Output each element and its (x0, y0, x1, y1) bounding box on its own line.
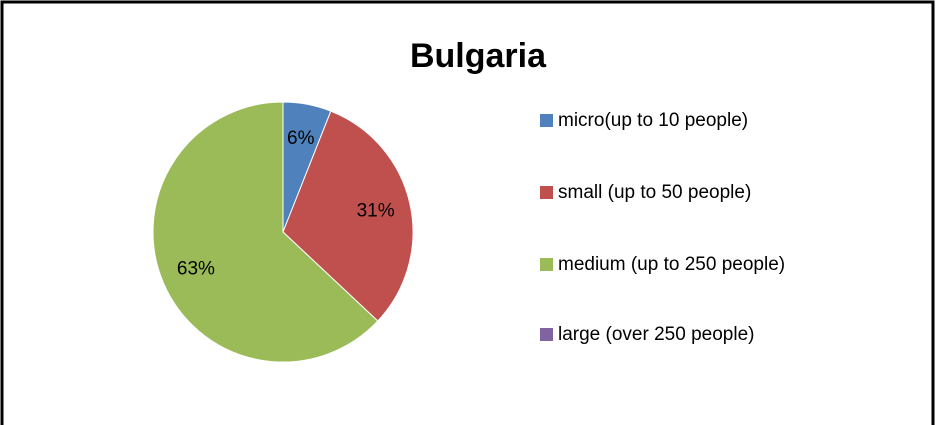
data-label: 31% (357, 200, 395, 221)
chart-title: Bulgaria (410, 37, 547, 75)
data-label: 63% (177, 259, 215, 280)
legend-swatch (540, 258, 553, 271)
data-label: 6% (287, 128, 315, 149)
legend-swatch (540, 328, 553, 341)
pie-slice (152, 101, 379, 363)
legend-swatch (540, 186, 553, 199)
legend-label: small (up to 50 people) (558, 182, 751, 203)
legend-label: large (over 250 people) (558, 324, 754, 345)
legend-label: micro(up to 10 people) (558, 110, 748, 131)
legend-label: medium (up to 250 people) (558, 254, 785, 275)
legend-swatch (540, 114, 553, 127)
pie-slice (282, 110, 414, 322)
